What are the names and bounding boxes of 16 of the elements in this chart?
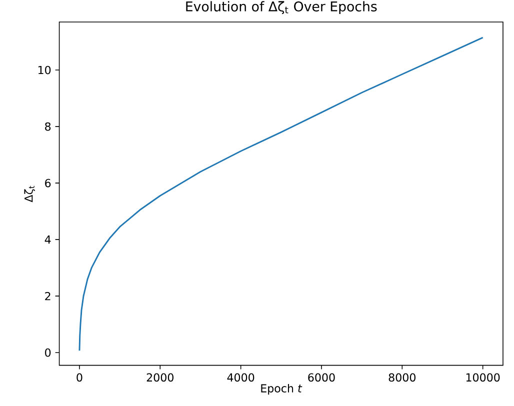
x-axis-title: Epoch t <box>261 384 302 395</box>
x-tick-label: 0 <box>76 373 82 382</box>
x-tick-label: 10000 <box>466 373 500 382</box>
chart-title: Evolution of Δζ$_{t}$ Over Epochs <box>186 1 377 14</box>
y-tick-label: 8 <box>45 122 51 131</box>
y-tick-label: 10 <box>38 66 51 74</box>
x-tick-label: 4000 <box>227 373 254 382</box>
y-axis-title: Δζ$_{t}$ <box>24 186 35 202</box>
y-tick-label: 4 <box>44 236 51 244</box>
x-tick-label: 2000 <box>146 373 174 382</box>
x-tick-label: 8000 <box>388 373 416 382</box>
y-tick-label: 0 <box>45 348 51 357</box>
x-tick-label: 6000 <box>308 373 335 382</box>
line-series <box>78 36 484 352</box>
y-tick-label: 6 <box>45 178 51 188</box>
y-tick-label: 2 <box>45 292 50 300</box>
